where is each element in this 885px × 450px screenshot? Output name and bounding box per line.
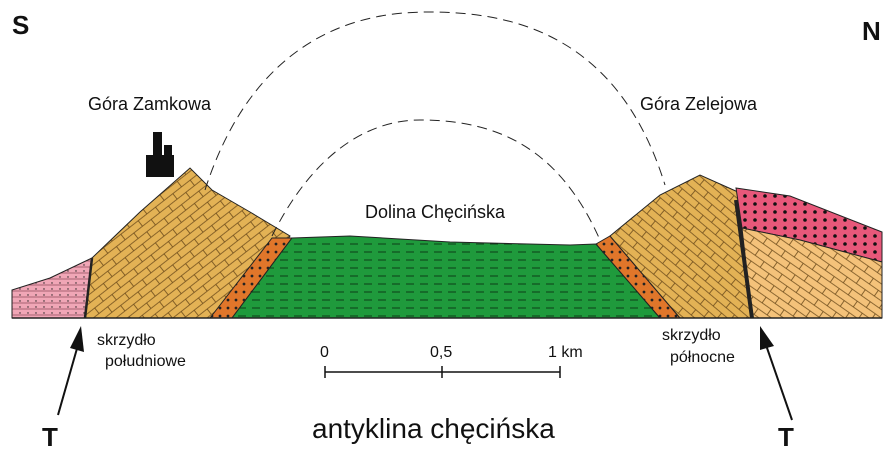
valley-green [231,235,662,319]
label-fault: T [778,422,794,450]
label-south: S [12,10,29,40]
cross-section [11,167,883,319]
label-wing: skrzydło [97,332,156,349]
label-hill: Góra Zamkowa [88,94,212,114]
scale-bar [324,366,561,378]
layer-pink-left [11,257,93,319]
title: antyklina chęcińska [312,413,555,444]
label-valley: Dolina Chęcińska [365,202,506,222]
scale-label: 0,5 [430,344,452,361]
label-hill: Góra Zelejowa [640,94,758,114]
arc-outer [204,11,666,191]
label-fault: T [42,422,58,450]
label-wing: południowe [105,353,186,370]
fault-right [734,199,754,319]
label-wing: skrzydło [662,327,721,344]
arc-inner [271,119,601,241]
fault-left [83,257,94,319]
label-wing: północne [670,349,735,366]
label-north: N [862,16,881,46]
arrows [57,326,793,421]
castle [146,132,174,177]
scale-label: 0 [320,344,329,361]
scale-label: 1 km [548,344,583,361]
